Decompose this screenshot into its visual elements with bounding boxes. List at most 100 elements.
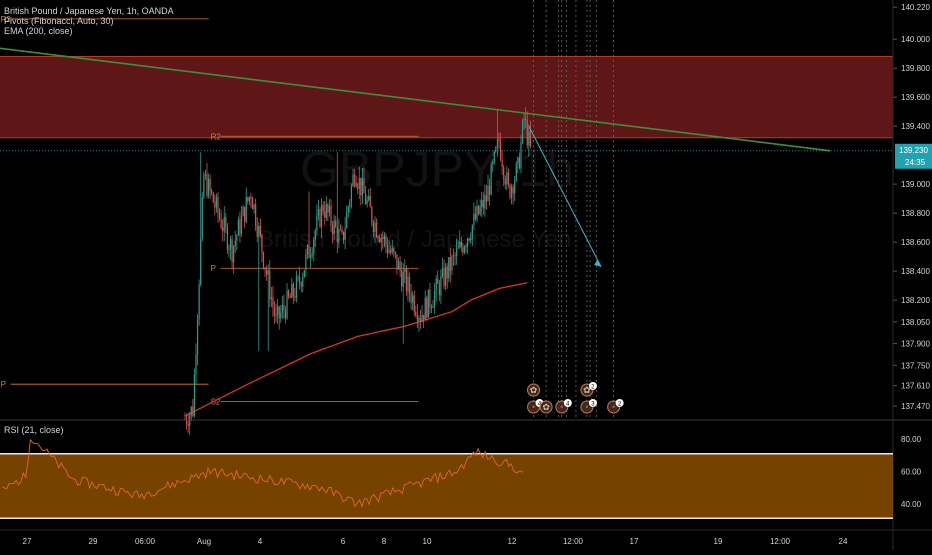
candle-body: [517, 157, 519, 164]
candle-body: [270, 297, 272, 300]
candle-body: [192, 406, 194, 416]
time-tick-label: 17: [630, 537, 639, 546]
candle-body: [366, 200, 368, 205]
time-tick-label: 6: [341, 537, 346, 546]
candle-body: [416, 315, 418, 321]
candle-body: [412, 295, 414, 303]
candle-body: [250, 196, 252, 199]
candle-body: [413, 295, 415, 312]
candle-body: [358, 177, 360, 189]
candle-body: [399, 261, 401, 271]
candle-body: [402, 272, 404, 287]
candle-body: [214, 202, 216, 208]
candle-body: [521, 120, 524, 143]
candle-body: [443, 267, 445, 286]
candle-body: [344, 227, 346, 240]
pivot-label: R2: [211, 132, 222, 141]
candle-body: [240, 216, 243, 235]
event-badge-count: 3: [591, 402, 595, 408]
candle-body: [280, 312, 282, 319]
pivot-label: R2: [1, 15, 12, 24]
candle-body: [396, 254, 398, 270]
rsi-band: [0, 453, 893, 519]
pivot-label: P: [1, 380, 6, 389]
event-marker-icon: [527, 383, 541, 397]
candle-body: [193, 374, 196, 416]
candle-body: [509, 184, 511, 198]
candle-body: [228, 248, 230, 250]
candle-body: [331, 225, 334, 234]
candle-body: [408, 276, 411, 294]
candle-body: [432, 305, 434, 308]
event-marker-glyph: •: [532, 402, 535, 412]
candle-body: [237, 219, 239, 236]
candle-body: [496, 138, 499, 148]
candle-body: [374, 222, 376, 232]
candle-body: [305, 254, 307, 271]
chart-legend: British Pound / Japanese Yen, 1h, OANDA …: [4, 6, 174, 36]
time-tick-label: 12:00: [563, 537, 584, 546]
candle-body: [372, 222, 374, 232]
candle-body: [349, 201, 351, 207]
rsi-legend[interactable]: RSI (21, close): [4, 425, 64, 435]
candle-body: [314, 231, 316, 240]
candle-body: [200, 238, 202, 285]
ema-line: [184, 282, 528, 417]
candle-body: [322, 205, 324, 212]
legend-title[interactable]: British Pound / Japanese Yen, 1h, OANDA: [4, 6, 174, 16]
candle-body: [239, 219, 241, 235]
event-badge-icon: [588, 382, 597, 390]
candle-body: [452, 255, 455, 257]
price-tick-label: 140.000: [901, 35, 930, 44]
event-badge-count: 4: [566, 402, 570, 408]
candle-body: [357, 186, 359, 189]
event-marker-glyph: ✿: [542, 402, 550, 412]
event-marker-glyph: ✿: [530, 385, 538, 395]
candle-body: [429, 289, 431, 308]
candle-body: [487, 186, 489, 202]
candle-body: [380, 237, 382, 243]
event-marker-glyph: ✿: [583, 385, 591, 395]
candle-body: [196, 319, 199, 355]
candle-body: [430, 307, 433, 309]
candle-body: [338, 229, 340, 243]
candle-body: [255, 204, 257, 227]
candle-body: [448, 257, 450, 279]
candle-body: [277, 306, 279, 315]
candle-body: [295, 277, 298, 298]
candle-body: [454, 255, 456, 257]
candle-body: [449, 257, 451, 271]
candle-body: [468, 238, 470, 240]
candle-body: [479, 206, 481, 214]
candle-body: [445, 266, 447, 286]
event-marker-glyph: •: [612, 402, 615, 412]
candle-body: [493, 151, 495, 163]
candle-body: [512, 186, 514, 194]
candle-body: [272, 297, 274, 307]
legend-pivots[interactable]: Pivots (Fibonacci, Auto, 30): [4, 16, 114, 26]
candle-body: [258, 225, 260, 237]
time-tick-label: 27: [23, 537, 32, 546]
candle-body: [462, 247, 464, 253]
candle-body: [440, 276, 442, 296]
candle-body: [289, 296, 291, 298]
candle-body: [419, 317, 422, 322]
legend-ema[interactable]: EMA (200, close): [4, 26, 73, 36]
candle-body: [302, 277, 304, 287]
candle-body: [264, 267, 266, 270]
candle-body: [514, 180, 516, 194]
candle-body: [488, 186, 491, 195]
candle-body: [437, 278, 439, 284]
rsi-tick-label: 40.00: [901, 500, 922, 509]
candle-body: [410, 293, 412, 303]
candle-body: [383, 236, 385, 239]
candle-body: [364, 193, 367, 205]
candle-body: [375, 222, 378, 237]
candle-body: [467, 238, 469, 247]
candle-body: [262, 252, 265, 268]
candle-body: [510, 186, 513, 198]
candle-body: [361, 177, 364, 196]
candle-body: [363, 177, 365, 194]
